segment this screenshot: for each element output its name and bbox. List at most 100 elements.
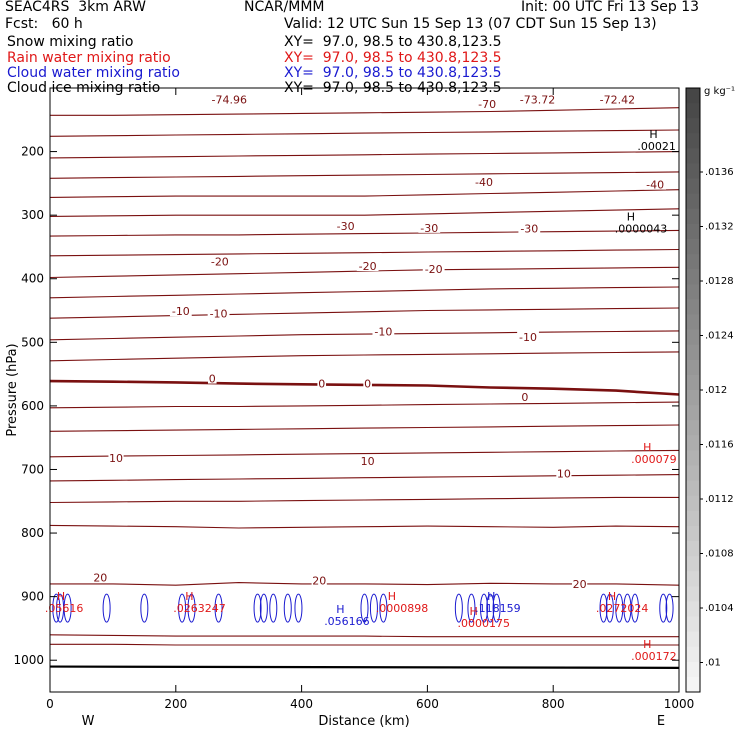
colorbar-segment xyxy=(686,495,700,512)
cloud-water-contour xyxy=(283,593,292,623)
temperature-contour xyxy=(49,208,680,217)
colorbar-segment xyxy=(686,374,700,391)
cloud-water-contour xyxy=(178,593,187,623)
contour-label-bg xyxy=(334,219,357,231)
colorbar-segment xyxy=(686,148,700,164)
temperature-contour xyxy=(49,524,680,529)
contour-label-bg xyxy=(92,571,108,583)
surface-line xyxy=(49,665,680,669)
cloud-water-contour xyxy=(623,593,632,623)
temperature-contour xyxy=(49,248,680,257)
west-label: W xyxy=(82,714,95,729)
colorbar-segment xyxy=(686,601,700,617)
contour-label: 20 xyxy=(573,578,587,591)
temperature-contour xyxy=(49,307,680,319)
cloud-water-contour xyxy=(615,593,624,623)
field-label-snow: Snow mixing ratio xyxy=(7,34,134,50)
cloud-water-contour xyxy=(369,593,378,623)
cloud-water-contour xyxy=(599,593,608,623)
cloud-water-contour xyxy=(52,593,61,623)
temperature-contour xyxy=(49,171,680,179)
y-tick-label: 200 xyxy=(21,145,44,159)
y-tick-label: 600 xyxy=(21,399,44,413)
colorbar-segment xyxy=(686,163,700,180)
colorbar-segment xyxy=(686,465,700,482)
contour-label-bg xyxy=(473,176,495,188)
colorbar-segment xyxy=(686,314,700,331)
contour-label-bg xyxy=(317,377,327,389)
maximum-mark: H xyxy=(487,590,495,603)
maximum-mark: H xyxy=(643,638,651,651)
cloud-water-contour xyxy=(492,593,501,623)
colorbar-segment xyxy=(686,586,700,602)
temperature-contour xyxy=(49,474,680,482)
colorbar-tick-label: .0104 xyxy=(705,603,734,614)
y-tick-label: 800 xyxy=(21,526,44,540)
colorbar-segment xyxy=(686,344,700,361)
maximum-mark: H xyxy=(643,441,651,454)
contour-label-bg xyxy=(596,93,639,105)
colorbar-tick-label: .0136 xyxy=(705,167,734,178)
contour-label-bg xyxy=(644,178,666,190)
colorbar-tick-label: .0128 xyxy=(705,276,734,287)
colorbar-tick-label: .0108 xyxy=(705,549,734,560)
contour-label-bg xyxy=(518,222,541,234)
colorbar-segment xyxy=(686,118,700,134)
colorbar-segment xyxy=(686,239,700,255)
field-xy-rain: XY= 97.0, 98.5 to 430.8,123.5 xyxy=(284,50,502,66)
y-tick-label: 300 xyxy=(21,208,44,222)
cloud-water-contour xyxy=(360,593,369,623)
colorbar-segment xyxy=(686,646,700,663)
contour-label: 0 xyxy=(209,373,216,386)
temperature-contour xyxy=(49,189,680,198)
x-tick-label: 1000 xyxy=(664,697,695,711)
contour-label: -10 xyxy=(374,326,392,339)
contour-label-bg xyxy=(422,263,445,275)
temperature-contour xyxy=(49,496,679,504)
contour-label-bg xyxy=(208,93,251,105)
y-tick-label: 700 xyxy=(21,462,44,476)
cloud-water-contour xyxy=(214,593,223,623)
cloud-water-contour xyxy=(486,593,495,623)
colorbar-segment xyxy=(686,541,700,557)
cloud-water-contour xyxy=(63,593,72,623)
maximum-mark: H xyxy=(57,590,65,603)
field-label-rain: Rain water mixing ratio xyxy=(7,50,171,66)
colorbar-segment xyxy=(686,525,700,542)
cloud-water-contour xyxy=(253,593,262,623)
contour-label: 0 xyxy=(318,378,325,391)
colorbar-tick-label: .0132 xyxy=(705,222,734,233)
contour-label-bg xyxy=(208,255,231,267)
colorbar-segment xyxy=(686,88,700,104)
maximum-value: .0272024 xyxy=(596,602,649,615)
colorbar-segment xyxy=(686,269,700,285)
temperature-contour xyxy=(49,229,680,237)
contour-label: -40 xyxy=(475,176,493,189)
temperature-contour xyxy=(49,129,680,137)
colorbar-segment xyxy=(686,254,700,270)
colorbar-segment xyxy=(686,405,700,421)
colorbar: .0136 .0132 .0128 .0124 .012 .0116 .0112 .0108.… xyxy=(685,87,734,693)
contour-label: -70 xyxy=(478,98,496,111)
contour-label-bg xyxy=(169,305,192,317)
colorbar-segment xyxy=(686,390,700,406)
contour-label: 10 xyxy=(109,452,123,465)
cloud-water-contour xyxy=(480,593,489,623)
forecast-hour: Fcst: 60 h xyxy=(5,16,83,32)
field-xy-cloud-water: XY= 97.0, 98.5 to 430.8,123.5 xyxy=(284,65,502,81)
colorbar-segment xyxy=(686,299,700,315)
colorbar-tick-label: .01 xyxy=(705,658,721,669)
contour-label: -30 xyxy=(420,222,438,235)
y-tick-label: 1000 xyxy=(13,653,44,667)
maximum-value: .0000898 xyxy=(376,602,429,615)
colorbar-segment xyxy=(686,571,700,587)
field-label-cloud-water: Cloud water mixing ratio xyxy=(7,65,180,81)
contour-label-bg xyxy=(520,390,530,402)
x-tick-label: 600 xyxy=(416,697,439,711)
temperature-contour xyxy=(49,151,680,159)
maximum-mark: H xyxy=(608,590,616,603)
contour-label-bg xyxy=(363,377,372,389)
contour-label: 10 xyxy=(557,467,571,480)
temperature-contour xyxy=(49,424,680,432)
maximum-value: .056166 xyxy=(324,615,370,628)
